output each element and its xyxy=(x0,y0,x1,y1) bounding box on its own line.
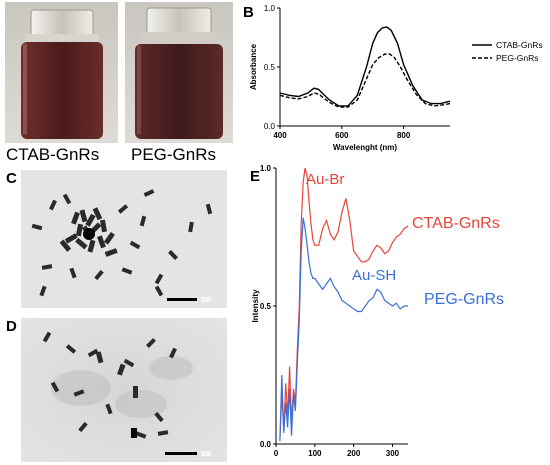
vial-label-peg: PEG-GnRs xyxy=(131,145,217,164)
vial-photo-ctab xyxy=(5,2,118,143)
vial-label-ctab: CTAB-GnRs xyxy=(6,145,100,164)
legend-label: CTAB-GnRs xyxy=(496,40,543,50)
annotation-peg-series: PEG-GnRs xyxy=(424,291,504,308)
series-line-peg xyxy=(279,217,408,442)
x-tick-label: 200 xyxy=(347,449,361,458)
x-tick-label: 800 xyxy=(397,131,411,140)
y-tick-label: 1.0 xyxy=(264,4,276,13)
y-tick-label: 0.0 xyxy=(260,440,272,449)
legend-label: PEG-GnRs xyxy=(496,53,539,63)
y-axis-label: Intensity xyxy=(251,289,260,322)
x-tick-label: 0 xyxy=(274,449,279,458)
y-tick-label: 1.0 xyxy=(260,164,272,173)
xps-intensity-chart: 0.0 0.5 1.0 0 100 200 300 Intensity Au-Br CTAB-Gn… xyxy=(251,164,504,458)
x-tick-label: 600 xyxy=(335,131,349,140)
y-tick-label: 0.5 xyxy=(264,63,276,72)
y-axis-label: Absorbance xyxy=(249,43,258,90)
annotation-ctab-series: CTAB-GnRs xyxy=(412,215,500,232)
y-tick-label: 0.5 xyxy=(260,302,272,311)
panel-letter-e: E xyxy=(250,168,261,185)
series-line-peg xyxy=(279,53,451,108)
panel-letter-b: B xyxy=(243,4,254,21)
panel-letter-c: C xyxy=(6,170,17,187)
x-tick-label: 400 xyxy=(273,131,287,140)
y-tick-label: 0.0 xyxy=(264,122,276,131)
annotation-au-sh: Au-SH xyxy=(352,267,396,284)
x-tick-label: 100 xyxy=(308,449,322,458)
panel-letter-d: D xyxy=(6,318,17,335)
series-line-ctab xyxy=(279,26,451,107)
vial-photo-peg xyxy=(125,2,233,143)
x-tick-label: 300 xyxy=(386,449,400,458)
tem-image-ctab xyxy=(21,170,227,308)
series-line-ctab xyxy=(279,167,409,439)
x-axis-label: Wavelenght (nm) xyxy=(333,143,397,152)
tem-image-peg xyxy=(21,318,227,462)
annotation-au-br: Au-Br xyxy=(306,171,344,188)
